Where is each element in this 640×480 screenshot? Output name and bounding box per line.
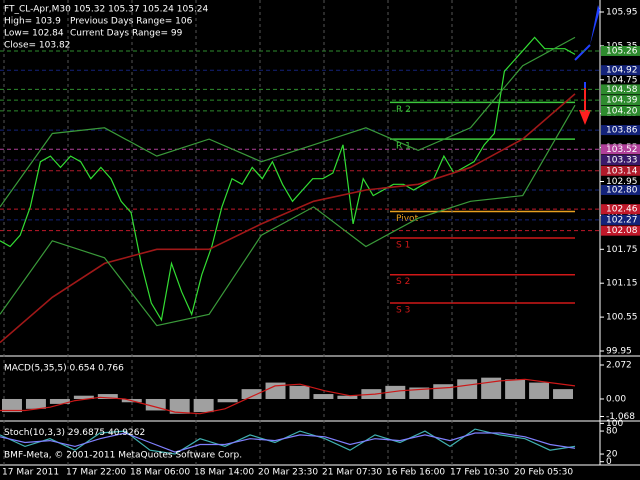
price-label: 104.92 [606, 66, 638, 76]
header-text: FT_CL-Apr,M30 105.32 105.37 105.24 105.2… [4, 5, 209, 15]
y-tick-label: 104.75 [606, 75, 638, 85]
arrow-up [590, 5, 600, 45]
x-tick-label: 21 Mar 07:30 [322, 468, 382, 478]
histogram-bar [289, 385, 310, 399]
series-line [0, 36, 576, 322]
histogram-bar [241, 389, 262, 399]
x-tick-label: 20 Mar 23:30 [258, 468, 318, 478]
x-tick-label: 18 Mar 14:00 [194, 468, 254, 478]
y-tick-label: 99.95 [606, 347, 632, 357]
price-label-box [601, 95, 640, 106]
level-label: R 1 [396, 142, 411, 152]
arrow-down [579, 110, 591, 125]
series-line [0, 432, 576, 453]
price-label: 104.39 [606, 96, 638, 106]
price-label-box [601, 125, 640, 136]
price-label: 103.33 [606, 156, 638, 166]
y-tick-label: -1.068 [606, 412, 635, 422]
x-tick-label: 20 Feb 05:30 [514, 468, 573, 478]
panel-title: Stoch(10,3,3) 29.6875 40.9262 [4, 428, 145, 438]
histogram-bar [169, 398, 190, 414]
header-text: Previous Days Range= 106 [70, 17, 193, 27]
price-label-box [601, 204, 640, 215]
price-label-box [601, 45, 640, 56]
y-tick-label: 100.55 [606, 313, 638, 323]
price-label-box [601, 225, 640, 236]
price-label-box [601, 65, 640, 76]
price-label: 103.52 [606, 145, 638, 155]
histogram-bar [313, 394, 334, 399]
histogram-bar [505, 379, 526, 399]
histogram-bar [2, 398, 22, 413]
x-tick-label: 16 Feb 16:00 [386, 468, 445, 478]
price-label-box [601, 105, 640, 116]
histogram-bar [409, 387, 430, 399]
histogram-bar [265, 382, 286, 399]
histogram-bar [553, 389, 573, 399]
header-text: Close= 103.82 [4, 41, 70, 51]
price-label-box [601, 144, 640, 155]
price-label-box [601, 165, 640, 176]
histogram-bar [433, 384, 454, 399]
price-label: 102.80 [606, 185, 638, 195]
price-label: 104.58 [606, 85, 638, 95]
histogram-bar [25, 398, 46, 409]
histogram-bar [529, 382, 550, 399]
level-label: Pivot [396, 214, 419, 224]
price-label-box [601, 184, 640, 195]
histogram-bar [145, 398, 166, 411]
price-label: 102.46 [606, 205, 638, 215]
x-tick-label: 17 Feb 10:30 [450, 468, 509, 478]
histogram-bar [217, 398, 238, 403]
x-tick-label: 17 Mar 2011 [2, 468, 59, 478]
level-label: S 1 [396, 241, 410, 251]
histogram-bar [457, 379, 478, 399]
level-label: S 3 [396, 305, 410, 315]
price-label: 103.86 [606, 126, 638, 136]
y-tick-label: 101.15 [606, 279, 638, 289]
price-label-box [601, 214, 640, 225]
y-tick-label: 100 [606, 419, 623, 429]
y-tick-label: 0.00 [606, 394, 626, 404]
y-tick-label: 102.95 [606, 177, 638, 187]
price-label-box [601, 155, 640, 166]
y-tick-label: 0 [606, 457, 612, 467]
x-tick-label: 17 Mar 22:00 [66, 468, 126, 478]
series-line [0, 428, 576, 455]
histogram-bar [73, 395, 94, 399]
price-label: 103.14 [606, 166, 638, 176]
histogram-bar [385, 385, 406, 399]
price-label-box [601, 84, 640, 95]
y-tick-label: 80 [606, 427, 618, 437]
histogram-bar [337, 395, 358, 399]
series-line [0, 378, 576, 415]
copyright: BMF-Meta, © 2001-2011 MetaQuotes Softwar… [4, 451, 242, 461]
price-label: 102.27 [606, 215, 638, 225]
series-line [0, 104, 576, 327]
y-tick-label: 2.072 [606, 361, 632, 371]
price-label: 105.26 [606, 46, 638, 56]
x-tick-label: 18 Mar 06:00 [130, 468, 190, 478]
histogram-bar [97, 394, 118, 399]
histogram-bar [49, 398, 70, 404]
y-tick-label: 101.75 [606, 245, 638, 255]
header-text: Current Days Range= 99 [70, 29, 183, 39]
series-line [0, 93, 576, 344]
histogram-bar [193, 398, 214, 413]
panel-title: MACD(5,35,5) 0.654 0.766 [4, 364, 124, 374]
y-tick-label: 20 [606, 450, 618, 460]
level-label: S 2 [396, 277, 410, 287]
level-label: R 2 [396, 105, 411, 115]
series-line [0, 36, 576, 208]
price-label: 102.08 [606, 226, 638, 236]
header-text: High= 103.9 [4, 17, 61, 27]
y-tick-label: 105.95 [606, 8, 638, 18]
header-text: Low= 102.84 [4, 29, 64, 39]
price-label: 104.20 [606, 106, 638, 116]
